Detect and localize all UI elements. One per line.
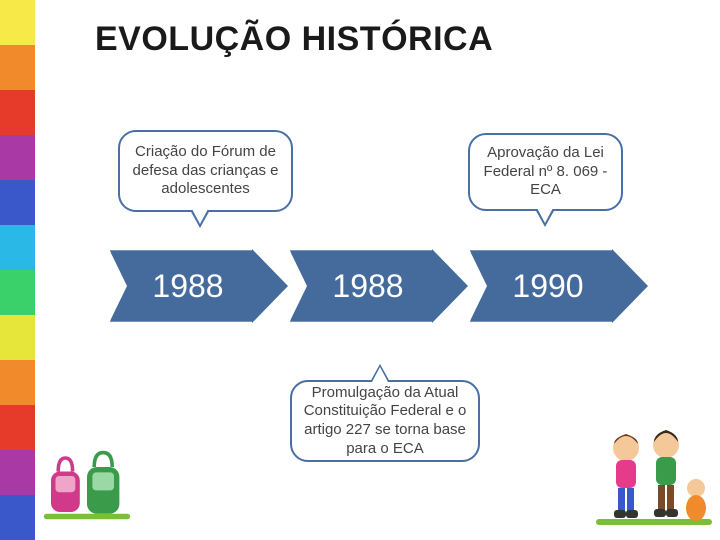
stripe-segment [0,315,35,360]
callout-forum: Criação do Fórum de defesa das crianças … [118,130,293,212]
stripe-segment [0,45,35,90]
backpacks-illustration [42,440,132,530]
callout-forum-text: Criação do Fórum de defesa das crianças … [130,143,281,199]
page-title: EVOLUÇÃO HISTÓRICA [95,20,493,59]
arrow-year-label: 1990 [470,250,618,322]
arrow-year-label: 1988 [110,250,258,322]
callout-eca: Aprovação da Lei Federal nº 8. 069 - ECA [468,133,623,211]
stripe-segment [0,360,35,405]
stripe-segment [0,135,35,180]
callout-eca-pointer-fill [537,208,553,223]
left-color-stripe [0,0,35,540]
stripe-segment [0,405,35,450]
timeline-arrow-0: 1988 [110,250,280,322]
callout-eca-text: Aprovação da Lei Federal nº 8. 069 - ECA [480,144,611,200]
stripe-segment [0,270,35,315]
stripe-segment [0,180,35,225]
callout-constitution-text: Promulgação da Atual Constituição Federa… [302,384,468,459]
callout-constitution-pointer-fill [372,367,388,382]
arrow-year-label: 1988 [290,250,438,322]
stripe-segment [0,225,35,270]
timeline-arrow-1: 1988 [290,250,460,322]
kids-illustration [594,410,714,530]
callout-constitution: Promulgação da Atual Constituição Federa… [290,380,480,462]
stripe-segment [0,0,35,45]
stripe-segment [0,90,35,135]
stripe-segment [0,450,35,495]
callout-forum-pointer-fill [192,209,208,224]
timeline-arrow-2: 1990 [470,250,640,322]
stripe-segment [0,495,35,540]
